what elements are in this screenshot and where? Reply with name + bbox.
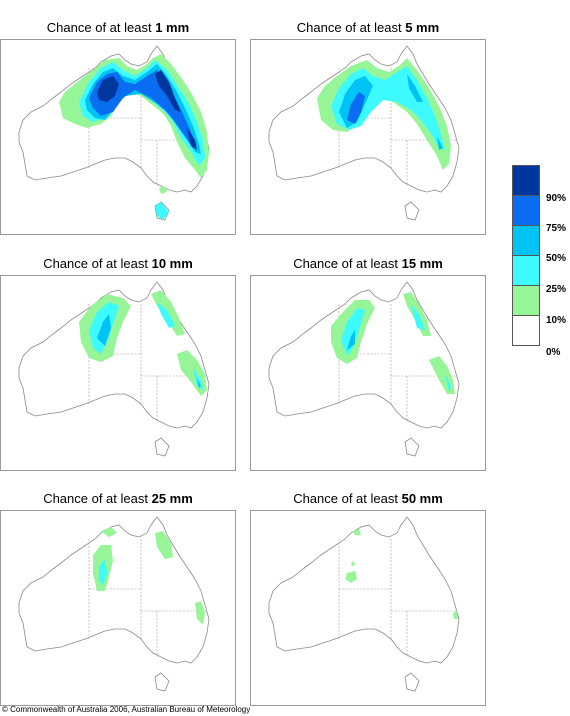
legend-box-10 xyxy=(512,285,540,316)
map-frame xyxy=(250,275,486,471)
rain-zones xyxy=(345,529,458,619)
rain-zones xyxy=(93,527,205,625)
panel-title: Chance of at least 5 mm xyxy=(296,20,440,35)
map-panel-5mm: Chance of at least 5 mm xyxy=(250,17,486,235)
australia-map-10mm xyxy=(18,281,210,457)
map-frame xyxy=(0,510,236,706)
legend-box-25 xyxy=(512,255,540,286)
rain-zones xyxy=(59,54,209,220)
map-frame xyxy=(250,510,486,706)
map-panel-10mm: Chance of at least 10 mm xyxy=(0,253,236,471)
rain-zones xyxy=(79,290,207,396)
legend-box-75 xyxy=(512,195,540,226)
australia-map-15mm xyxy=(268,281,460,457)
rain-zones xyxy=(317,58,451,170)
map-frame xyxy=(250,39,486,235)
panel-title: Chance of at least 25 mm xyxy=(43,491,193,506)
legend-box-0 xyxy=(512,315,540,346)
map-panel-15mm: Chance of at least 15 mm xyxy=(250,253,486,471)
legend-label-90: 90% xyxy=(546,193,567,204)
australia-map-25mm xyxy=(18,516,210,692)
panel-title: Chance of at least 1 mm xyxy=(46,20,190,35)
legend-label-0: 0% xyxy=(546,347,561,358)
legend-label-50: 50% xyxy=(546,253,567,264)
australia-map-50mm xyxy=(268,516,460,692)
rain-zones xyxy=(331,292,455,394)
map-panel-50mm: Chance of at least 50 mm xyxy=(250,488,486,706)
panel-title: Chance of at least 10 mm xyxy=(43,256,193,271)
map-panel-1mm: Chance of at least 1 mm xyxy=(0,17,236,235)
panel-title: Chance of at least 50 mm xyxy=(293,491,443,506)
legend-label-10: 10% xyxy=(546,315,567,326)
legend: 90% 75% 50% 25% 10% 0% xyxy=(512,165,570,358)
panel-title: Chance of at least 15 mm xyxy=(293,256,443,271)
legend-label-75: 75% xyxy=(546,223,567,234)
legend-box-50 xyxy=(512,225,540,256)
legend-box-90 xyxy=(512,165,540,196)
map-frame xyxy=(0,39,236,235)
map-panel-25mm: Chance of at least 25 mm xyxy=(0,488,236,706)
map-frame xyxy=(0,275,236,471)
australia-map-1mm xyxy=(18,45,210,221)
copyright-notice: © Commonwealth of Australia 2006, Austra… xyxy=(2,705,251,714)
australia-map-5mm xyxy=(268,45,460,221)
legend-label-25: 25% xyxy=(546,284,567,295)
